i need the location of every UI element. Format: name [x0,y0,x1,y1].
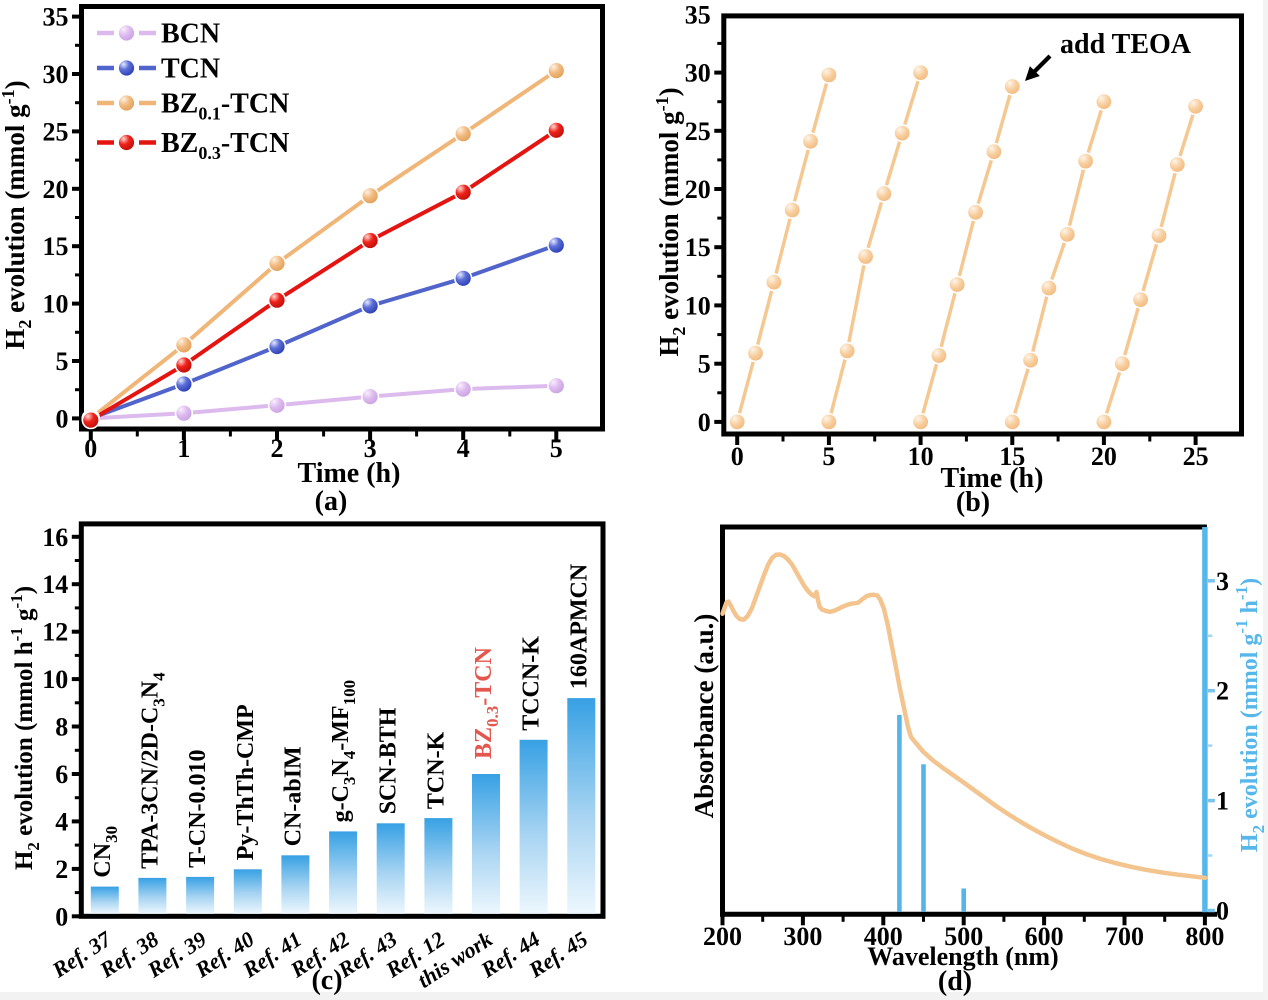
svg-text:H2​ evolution (mmol g-1​): H2​ evolution (mmol g-1​) [652,87,689,356]
svg-text:TCN: TCN [161,54,220,85]
svg-text:0: 0 [55,902,68,931]
svg-text:14: 14 [42,570,68,599]
svg-text:20: 20 [1091,442,1117,471]
svg-text:(b): (b) [956,487,990,518]
svg-text:0: 0 [1216,897,1229,926]
svg-text:200: 200 [703,922,742,951]
svg-text:H2​ evolution (mmol g-1​): H2​ evolution (mmol g-1​) [0,80,35,349]
svg-text:BZ0.3​-TCN: BZ0.3​-TCN [471,646,502,759]
svg-text:5: 5 [822,442,835,471]
svg-text:15: 15 [43,232,69,261]
svg-text:160APMCN: 160APMCN [566,563,592,689]
svg-text:2: 2 [271,434,284,463]
svg-text:0: 0 [731,442,744,471]
svg-text:BZ0.1​-TCN: BZ0.1​-TCN [161,89,289,124]
svg-text:TCCN-K: TCCN-K [519,636,545,731]
svg-text:3: 3 [1216,567,1229,596]
svg-text:0: 0 [56,404,69,433]
svg-text:10: 10 [43,290,69,319]
svg-text:Time (h): Time (h) [298,458,401,489]
svg-text:300: 300 [783,922,822,951]
svg-text:add TEOA: add TEOA [1060,29,1192,60]
svg-text:20: 20 [43,175,69,204]
svg-text:30: 30 [685,59,711,88]
svg-text:3: 3 [364,434,377,463]
svg-text:20: 20 [685,175,711,204]
svg-text:35: 35 [43,3,69,32]
svg-text:400: 400 [864,922,903,951]
svg-text:12: 12 [42,618,68,647]
svg-text:8: 8 [55,713,68,742]
svg-text:15: 15 [685,233,711,262]
svg-text:25: 25 [685,117,711,146]
svg-text:1: 1 [1216,787,1229,816]
svg-text:0: 0 [84,434,97,463]
svg-text:800: 800 [1185,922,1224,951]
svg-text:700: 700 [1105,922,1144,951]
svg-text:10: 10 [685,291,711,320]
svg-text:6: 6 [55,760,68,789]
svg-text:TCN-K: TCN-K [423,731,449,809]
svg-text:CN-abIM: CN-abIM [280,746,306,846]
svg-text:4: 4 [55,807,68,836]
svg-text:16: 16 [42,523,68,552]
svg-text:30: 30 [43,60,69,89]
svg-text:10: 10 [908,442,934,471]
svg-text:25: 25 [43,117,69,146]
svg-text:Time (h): Time (h) [941,463,1044,494]
svg-text:5: 5 [550,434,563,463]
svg-text:2: 2 [55,855,68,884]
svg-text:600: 600 [1025,922,1064,951]
svg-text:2: 2 [1216,677,1229,706]
svg-text:15: 15 [999,442,1025,471]
svg-text:5: 5 [56,347,69,376]
svg-text:(a): (a) [315,486,348,517]
svg-text:H2​ evolution (mmol g-1​ h-1​): H2​ evolution (mmol g-1​ h-1​) [1232,578,1268,852]
svg-text:35: 35 [685,0,711,29]
svg-text:4: 4 [457,434,470,463]
svg-text:SCN-BTH: SCN-BTH [376,707,402,814]
svg-text:5: 5 [698,350,711,379]
svg-text:Absorbance (a.u.): Absorbance (a.u.) [689,614,719,819]
svg-text:BZ0.3​-TCN: BZ0.3​-TCN [161,128,289,163]
svg-text:Py-ThTh-CMP: Py-ThTh-CMP [233,704,259,860]
svg-text:1: 1 [177,434,190,463]
svg-text:10: 10 [42,665,68,694]
svg-text:0: 0 [698,408,711,437]
svg-text:(d): (d) [938,966,972,997]
svg-text:BCN: BCN [161,19,220,50]
svg-text:Wavelength (nm): Wavelength (nm) [867,942,1058,971]
svg-text:500: 500 [944,922,983,951]
svg-text:(c): (c) [311,965,342,996]
svg-text:25: 25 [1183,442,1209,471]
svg-text:T-CN-0.010: T-CN-0.010 [185,749,211,867]
